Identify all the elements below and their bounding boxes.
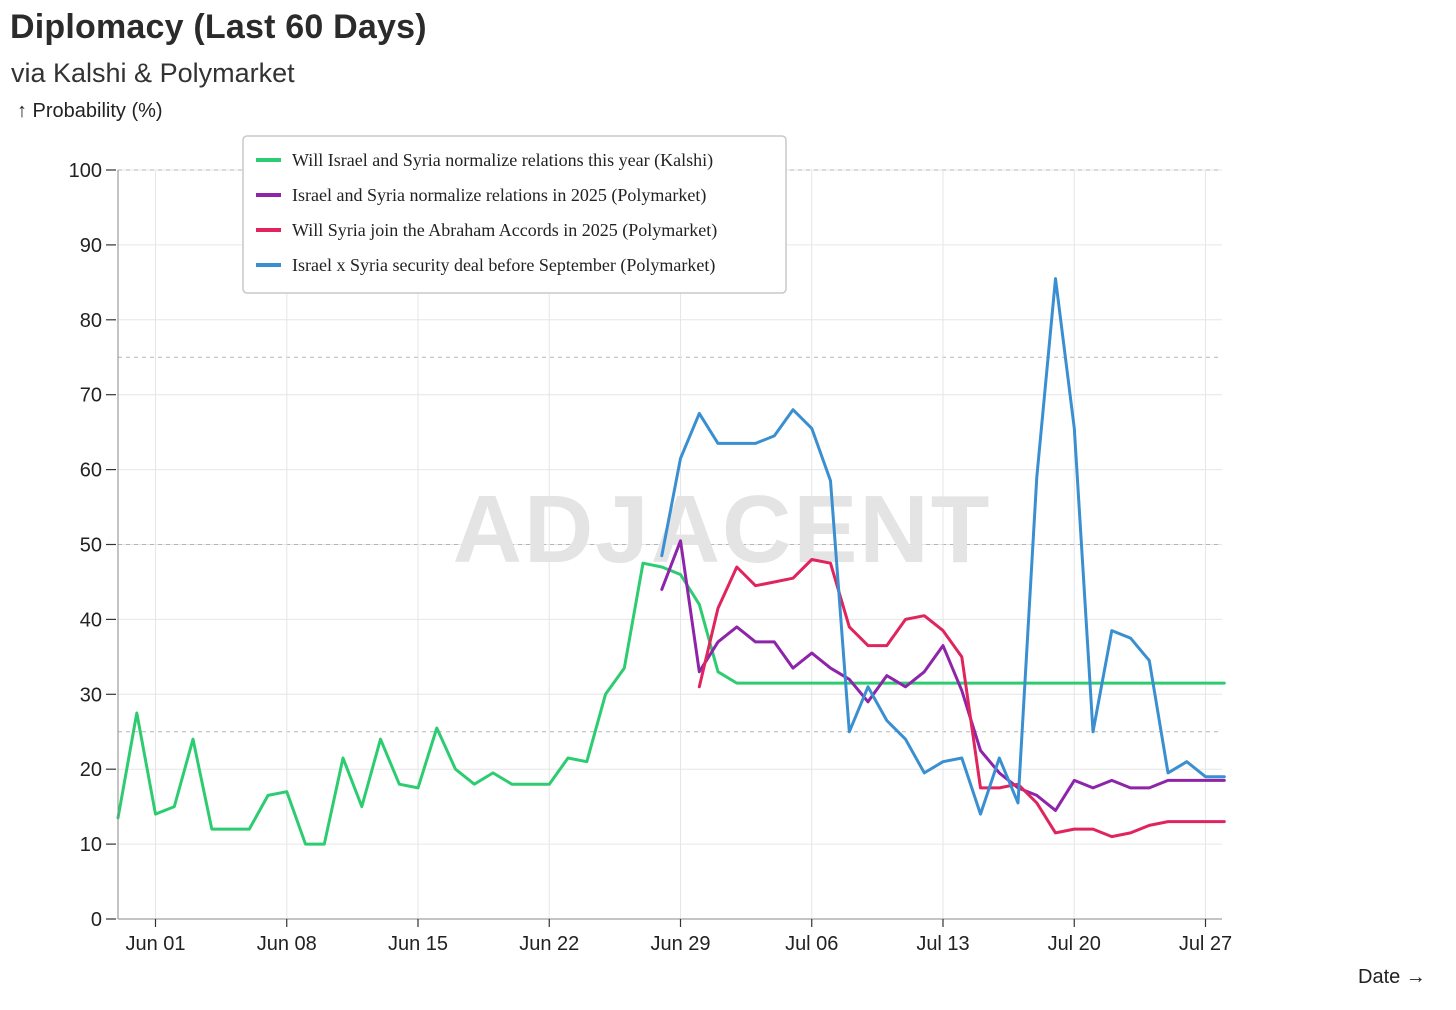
x-tick-label: Jul 13 bbox=[916, 933, 969, 955]
series-line-1 bbox=[116, 561, 1226, 846]
x-tick-label: Jun 29 bbox=[650, 933, 710, 955]
chart-subtitle: via Kalshi & Polymarket bbox=[11, 58, 295, 88]
y-tick-label: 40 bbox=[80, 609, 102, 631]
y-tick-label: 100 bbox=[69, 160, 102, 182]
axis-layer: 0 10 20 30 40 50 60 70 80 90 100 Jun 01 Jun 08 Jun 15… bbox=[69, 160, 1233, 955]
y-tick-label: 80 bbox=[80, 310, 102, 332]
series-line-4 bbox=[660, 277, 1226, 816]
x-tick-label: Jun 15 bbox=[388, 933, 448, 955]
legend-label: Israel x Syria security deal before Sept… bbox=[292, 255, 715, 276]
y-tick-label: 50 bbox=[80, 535, 102, 557]
y-tick-label: 0 bbox=[91, 909, 102, 931]
x-tick-label: Jun 22 bbox=[519, 933, 579, 955]
x-axis-label: Date → bbox=[1358, 966, 1426, 988]
y-tick-label: 30 bbox=[80, 684, 102, 706]
y-tick-label: 10 bbox=[80, 834, 102, 856]
y-tick-label: 90 bbox=[80, 235, 102, 257]
y-tick-label: 60 bbox=[80, 460, 102, 482]
x-tick-label: Jul 27 bbox=[1179, 933, 1232, 955]
watermark: ADJACENT bbox=[453, 476, 992, 583]
x-tick-label: Jul 06 bbox=[785, 933, 838, 955]
legend-label: Israel and Syria normalize relations in … bbox=[292, 185, 706, 206]
chart-title: Diplomacy (Last 60 Days) bbox=[10, 8, 427, 46]
series-layer bbox=[116, 277, 1226, 846]
legend: Will Israel and Syria normalize relation… bbox=[242, 135, 787, 294]
series-line-2 bbox=[660, 539, 1226, 812]
legend-label: Will Syria join the Abraham Accords in 2… bbox=[292, 220, 717, 241]
legend-box bbox=[242, 135, 787, 294]
legend-label: Will Israel and Syria normalize relation… bbox=[292, 150, 713, 171]
y-tick-label: 20 bbox=[80, 759, 102, 781]
x-tick-label: Jun 01 bbox=[125, 933, 185, 955]
y-axis-label: ↑ Probability (%) bbox=[17, 100, 163, 122]
x-tick-label: Jun 08 bbox=[257, 933, 317, 955]
x-tick-label: Jul 20 bbox=[1048, 933, 1101, 955]
series-line-3 bbox=[697, 558, 1226, 839]
y-tick-label: 70 bbox=[80, 385, 102, 407]
